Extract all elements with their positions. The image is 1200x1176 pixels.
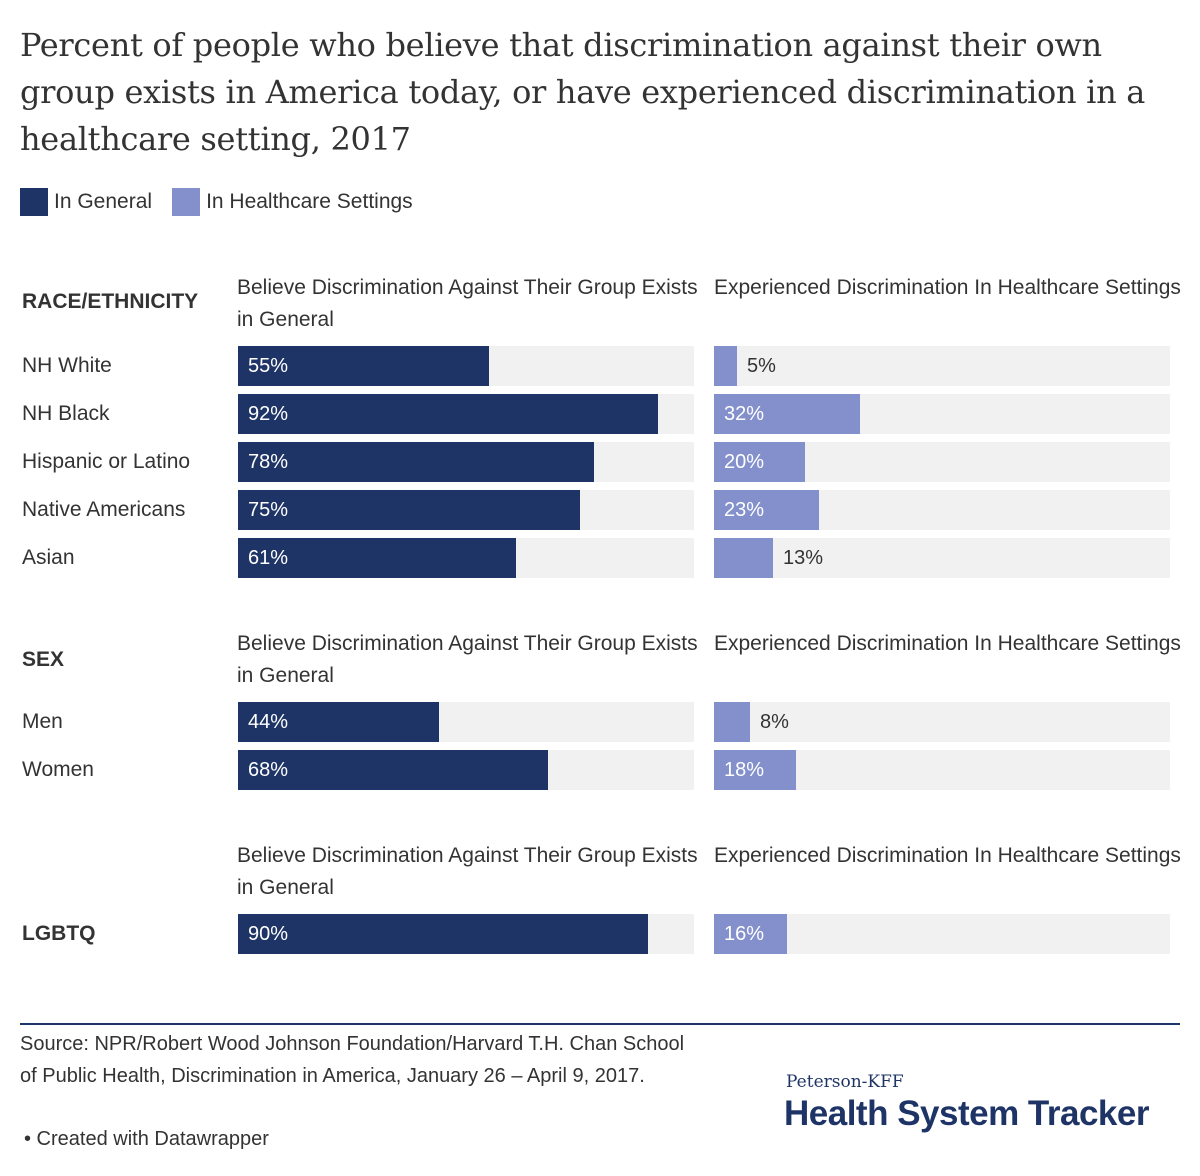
row-label: Women [22, 758, 94, 781]
legend: In General In Healthcare Settings [20, 187, 433, 217]
bar-value-label: 23% [724, 499, 765, 521]
bar-value-label: 55% [248, 355, 289, 377]
legend-label-general: In General [54, 190, 153, 213]
group-label-sex: SEX [22, 648, 65, 671]
row-label: Native Americans [22, 498, 186, 521]
bar-track-general: 61% [238, 538, 694, 578]
col-header-general: Believe Discrimination Against Their Gro… [237, 844, 698, 899]
bar-track-general: 68% [238, 750, 694, 790]
bar-value-label: 44% [248, 711, 289, 733]
bar-track-healthcare: 23% [714, 490, 1170, 530]
bar-general [238, 750, 548, 790]
row-label: Hispanic or Latino [22, 450, 191, 473]
row-label: NH White [22, 354, 112, 377]
bar-healthcare [714, 750, 796, 790]
bar-general [238, 538, 516, 578]
bar-value-label: 32% [724, 403, 765, 425]
source-note: Source: NPR/Robert Wood Johnson Foundati… [20, 1033, 685, 1087]
bar-track-healthcare: 32% [714, 394, 1170, 434]
bar-value-label: 90% [248, 923, 289, 945]
bar-value-label: 68% [248, 759, 289, 781]
legend-item-general: In General [20, 188, 152, 216]
group-label-lgbtq: LGBTQ [22, 922, 96, 945]
bar-track-healthcare: 8% [714, 702, 1170, 742]
bar-track-healthcare: 16% [714, 914, 1170, 954]
bar-general [238, 442, 594, 482]
bar-general [238, 914, 648, 954]
bar-track-general: 55% [238, 346, 694, 386]
legend-swatch-general [20, 188, 48, 216]
bar-value-label: 8% [760, 711, 789, 733]
datawrapper-credit: • Created with Datawrapper [24, 1128, 269, 1150]
bar-value-label: 18% [724, 759, 765, 781]
bar-value-label: 16% [724, 923, 765, 945]
bar-value-label: 13% [783, 547, 824, 569]
bar-track-general: 78% [238, 442, 694, 482]
bar-track-healthcare: 20% [714, 442, 1170, 482]
bar-healthcare [714, 702, 750, 742]
row-label: Men [22, 710, 63, 733]
bar-track-general: 92% [238, 394, 694, 434]
legend-item-healthcare: In Healthcare Settings [172, 188, 413, 216]
logo-peterson-kff: Peterson-KFF [786, 1072, 904, 1092]
bar-general [238, 490, 580, 530]
bar-track-general: 90% [238, 914, 694, 954]
row-label: Asian [22, 546, 75, 569]
logo-health-system-tracker: Health System Tracker [784, 1094, 1149, 1133]
col-header-healthcare: Experienced Discrimination In Healthcare… [714, 844, 1181, 867]
bar-healthcare [714, 490, 819, 530]
bar-value-label: 61% [248, 547, 289, 569]
legend-label-healthcare: In Healthcare Settings [206, 190, 413, 213]
col-header-general: Believe Discrimination Against Their Gro… [237, 276, 698, 331]
bar-value-label: 92% [248, 403, 289, 425]
bar-general [238, 702, 439, 742]
bar-healthcare [714, 394, 860, 434]
col-header-healthcare: Experienced Discrimination In Healthcare… [714, 632, 1181, 655]
bar-general [238, 394, 658, 434]
footer-divider [20, 1023, 1180, 1025]
chart-title: Percent of people who believe that discr… [20, 26, 1146, 158]
bar-healthcare [714, 346, 737, 386]
bar-value-label: 5% [747, 355, 776, 377]
bar-value-label: 78% [248, 451, 289, 473]
bar-track-general: 75% [238, 490, 694, 530]
bar-track-healthcare: 13% [714, 538, 1170, 578]
bar-value-label: 75% [248, 499, 289, 521]
bar-track-general: 44% [238, 702, 694, 742]
col-header-healthcare: Experienced Discrimination In Healthcare… [714, 276, 1181, 299]
bar-healthcare [714, 442, 805, 482]
legend-swatch-healthcare [172, 188, 201, 216]
bar-healthcare [714, 538, 773, 578]
bar-healthcare [714, 914, 787, 954]
bar-general [238, 346, 489, 386]
row-label: NH Black [22, 402, 110, 425]
group-label-race: RACE/ETHNICITY [22, 290, 199, 313]
bar-track-healthcare: 18% [714, 750, 1170, 790]
col-header-general: Believe Discrimination Against Their Gro… [237, 632, 698, 687]
bar-value-label: 20% [724, 451, 765, 473]
bar-track-healthcare: 5% [714, 346, 1170, 386]
